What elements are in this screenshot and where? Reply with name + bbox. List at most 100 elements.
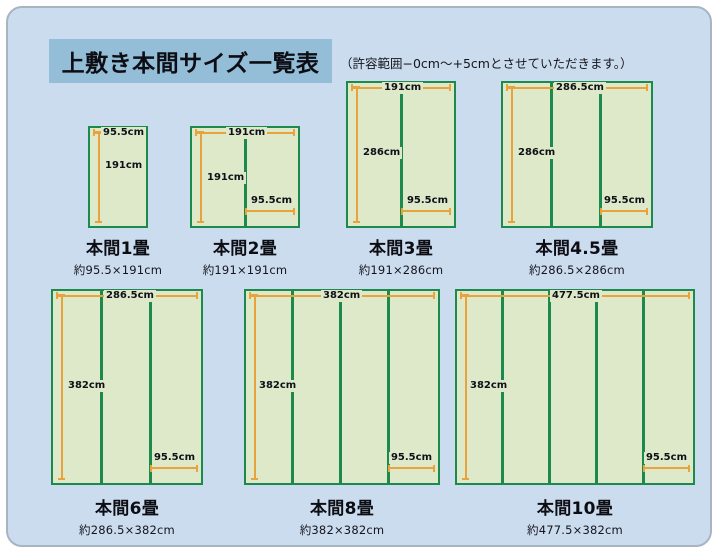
dimension-tick (643, 465, 645, 472)
dimension-line-left (200, 132, 202, 222)
figure-name: 本間10畳 (536, 499, 614, 519)
figure-size: 約286.5×382cm (79, 523, 175, 537)
figure-honma-6jo: 286.5cm 382cm 95.5cm (51, 289, 203, 485)
dimension-tick (351, 84, 353, 91)
figure-name: 本間1畳 (85, 239, 151, 259)
figure-name: 本間8畳 (309, 499, 375, 519)
figure-size: 約382×382cm (299, 523, 385, 537)
figure-size: 約286.5×286cm (529, 263, 625, 277)
dimension-label-panel: 95.5cm (601, 195, 647, 207)
dimension-label-panel: 95.5cm (151, 452, 197, 464)
dimension-tick (401, 208, 403, 215)
dimension-label-width: 95.5cm (101, 127, 147, 139)
figure-honma-1jo: 95.5cm 191cm (88, 126, 148, 228)
figure-honma-45jo: 286.5cm 286cm 95.5cm (501, 81, 653, 228)
page-title: 上敷き本間サイズ一覧表 (61, 51, 320, 77)
dimension-tick (58, 294, 65, 296)
dimension-tick (196, 465, 198, 472)
dimension-tick (433, 465, 435, 472)
dimension-tick (460, 292, 462, 299)
dimension-tick (688, 292, 690, 299)
dimension-label-panel: 95.5cm (404, 195, 450, 207)
dimension-line-left (511, 87, 513, 222)
dimension-tick (150, 465, 152, 472)
dimension-label-width: 191cm (382, 82, 424, 94)
dimension-label-panel: 95.5cm (643, 452, 689, 464)
tolerance-note: （許容範囲−0cm〜+5cmとさせていただきます。） (340, 56, 633, 71)
dimension-tick (646, 84, 648, 91)
dimension-tick (251, 294, 258, 296)
figure-name: 本間2畳 (212, 239, 278, 259)
caption-honma-1jo: 本間1畳 約95.5×191cm (58, 234, 178, 278)
dimension-tick (462, 478, 469, 480)
caption-honma-10jo: 本間10畳 約477.5×382cm (515, 494, 635, 538)
dimension-label-width: 477.5cm (550, 290, 602, 302)
dimension-tick (388, 465, 390, 472)
dimension-tick (293, 129, 295, 136)
mat-divider (149, 289, 152, 485)
dimension-tick (506, 84, 508, 91)
dimension-label-width: 286.5cm (554, 82, 606, 94)
dimension-label-height: 382cm (257, 380, 299, 392)
dimension-label-panel: 95.5cm (248, 195, 294, 207)
mat-divider (595, 289, 598, 485)
figure-name: 本間4.5畳 (535, 239, 619, 259)
dimension-label-height: 382cm (66, 380, 108, 392)
dimension-label-height: 191cm (205, 172, 247, 184)
dimension-tick (600, 208, 602, 215)
figure-name: 本間6畳 (94, 499, 160, 519)
dimension-label-width: 191cm (226, 127, 268, 139)
figure-honma-2jo: 191cm 191cm 95.5cm (190, 126, 300, 228)
dimension-line-panel (389, 467, 434, 469)
dimension-line-left (98, 132, 100, 222)
figure-size: 約191×191cm (202, 263, 288, 277)
dimension-line-panel (402, 210, 450, 212)
figure-name: 本間3畳 (368, 239, 434, 259)
dimension-tick (688, 465, 690, 472)
dimension-tick (508, 86, 515, 88)
dimension-label-height: 286cm (516, 147, 558, 159)
figure-honma-8jo: 382cm 382cm 95.5cm (244, 289, 440, 485)
dimension-tick (462, 294, 469, 296)
caption-honma-6jo: 本間6畳 約286.5×382cm (67, 494, 187, 538)
figure-honma-3jo: 191cm 286cm 95.5cm (346, 81, 456, 228)
dimension-tick (197, 221, 204, 223)
dimension-tick (56, 292, 58, 299)
caption-honma-45jo: 本間4.5畳 約286.5×286cm (517, 234, 637, 278)
dimension-tick (197, 131, 204, 133)
figure-size: 約477.5×382cm (527, 523, 623, 537)
dimension-line-panel (644, 467, 689, 469)
dimension-label-width: 286.5cm (104, 290, 156, 302)
dimension-tick (196, 292, 198, 299)
dimension-tick (508, 221, 515, 223)
mat-divider (339, 289, 342, 485)
dimension-label-height: 382cm (468, 380, 510, 392)
mat-divider (387, 289, 390, 485)
figure-size: 約95.5×191cm (73, 263, 163, 277)
dimension-tick (353, 221, 360, 223)
mat-divider (642, 289, 645, 485)
dimension-label-panel: 95.5cm (388, 452, 434, 464)
figure-size: 約191×286cm (358, 263, 444, 277)
dimension-tick (195, 129, 197, 136)
dimension-line-left (61, 295, 63, 479)
mat-area (88, 126, 148, 228)
dimension-line-panel (246, 210, 294, 212)
dimension-tick (646, 208, 648, 215)
mat-divider (548, 289, 551, 485)
dimension-tick (95, 221, 102, 223)
mat-divider (599, 81, 602, 228)
dimension-line-panel (601, 210, 647, 212)
figure-honma-10jo: 477.5cm 382cm 95.5cm (455, 289, 695, 485)
dimension-line-panel (151, 467, 197, 469)
caption-honma-8jo: 本間8畳 約382×382cm (282, 494, 402, 538)
dimension-tick (95, 131, 102, 133)
dimension-tick (449, 208, 451, 215)
dimension-tick (245, 208, 247, 215)
caption-honma-3jo: 本間3畳 約191×286cm (341, 234, 461, 278)
title-banner: 上敷き本間サイズ一覧表 (49, 39, 332, 83)
chart-panel: 上敷き本間サイズ一覧表 （許容範囲−0cm〜+5cmとさせていただきます。） 9… (6, 6, 712, 547)
dimension-tick (251, 478, 258, 480)
dimension-line-left (465, 295, 467, 479)
dimension-label-width: 382cm (321, 290, 363, 302)
